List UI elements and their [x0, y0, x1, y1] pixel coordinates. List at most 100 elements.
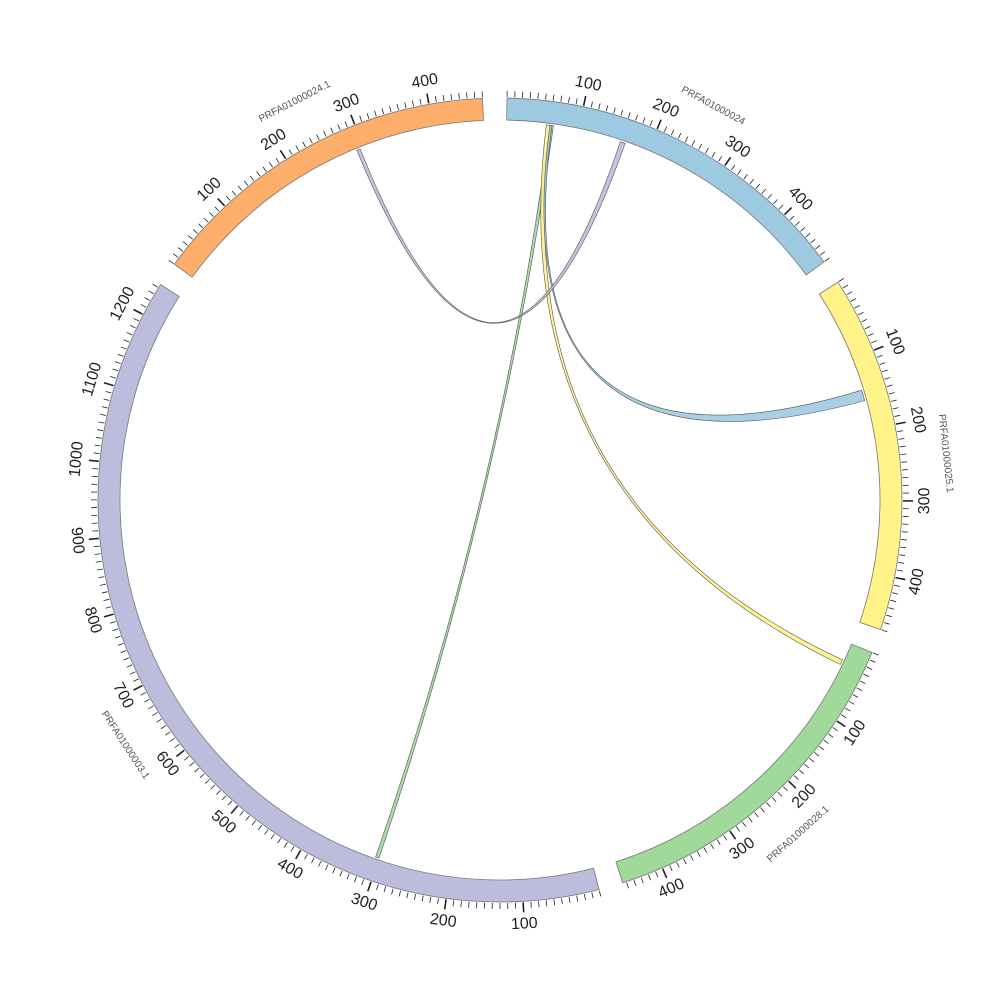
minor-tick [824, 257, 830, 262]
minor-tick [214, 206, 220, 212]
minor-tick [730, 164, 736, 171]
minor-tick [648, 874, 651, 881]
minor-tick [283, 842, 288, 848]
tick-label: 1100 [79, 360, 105, 398]
minor-tick [583, 894, 586, 901]
minor-tick [683, 858, 687, 865]
minor-tick [698, 143, 703, 150]
minor-tick [844, 707, 851, 712]
minor-tick [361, 879, 365, 886]
minor-tick [748, 817, 753, 823]
minor-tick [304, 853, 308, 860]
minor-tick [458, 93, 460, 100]
minor-tick [268, 162, 274, 168]
minor-tick [859, 680, 866, 684]
minor-tick [866, 666, 873, 670]
minor-tick [414, 893, 417, 901]
tick-label: 300 [726, 834, 758, 863]
minor-tick [406, 892, 409, 899]
minor-tick [112, 628, 119, 632]
minor-tick [754, 812, 759, 818]
minor-tick [782, 786, 788, 792]
segment-s3 [97, 284, 600, 903]
major-tick [724, 156, 732, 167]
minor-tick [275, 157, 280, 164]
minor-tick [189, 761, 195, 767]
minor-tick [723, 835, 728, 841]
minor-tick [640, 877, 644, 884]
minor-tick [552, 94, 555, 101]
minor-tick [888, 607, 895, 610]
minor-tick [899, 445, 906, 448]
tick-label: 400 [274, 855, 306, 883]
minor-tick [737, 169, 742, 175]
minor-tick [325, 864, 329, 871]
minor-tick [663, 126, 668, 133]
minor-tick [165, 731, 171, 736]
minor-tick [114, 635, 121, 639]
major-tick [295, 849, 302, 860]
minor-tick [105, 391, 112, 394]
minor-tick [872, 652, 879, 656]
links-layer [356, 124, 866, 859]
segment-label: PRFA01000028.1 [765, 804, 832, 865]
minor-tick [749, 178, 754, 185]
minor-tick [898, 562, 905, 564]
major-tick [133, 308, 143, 315]
minor-tick [251, 820, 256, 826]
minor-tick [184, 756, 190, 761]
minor-tick [856, 687, 863, 691]
major-tick [88, 537, 99, 541]
minor-tick [869, 659, 876, 663]
segment-label: PRFA01000025.1 [936, 414, 955, 494]
minor-tick [793, 775, 799, 780]
minor-tick [330, 127, 334, 134]
minor-tick [838, 278, 844, 282]
tick-label: 400 [906, 567, 928, 597]
minor-tick [560, 95, 563, 102]
segment-s241 [173, 97, 484, 278]
minor-tick [598, 103, 601, 110]
minor-tick [99, 583, 106, 586]
minor-tick [99, 413, 107, 416]
minor-tick [97, 429, 104, 432]
minor-tick [411, 100, 414, 107]
tick-label: 700 [109, 680, 136, 712]
minor-tick [703, 847, 708, 854]
major-tick [367, 881, 372, 892]
major-tick [836, 720, 846, 728]
segments-layer [97, 97, 903, 903]
tick-label: 800 [81, 605, 105, 636]
major-tick [783, 206, 793, 216]
minor-tick [901, 539, 908, 541]
major-tick [217, 197, 226, 207]
minor-tick [316, 134, 320, 140]
major-tick [279, 149, 287, 160]
minor-tick [277, 838, 282, 844]
minor-tick [95, 437, 102, 439]
minor-tick [94, 553, 101, 555]
minor-tick [216, 790, 221, 795]
minor-tick [389, 106, 392, 113]
minor-tick [804, 763, 810, 769]
minor-tick [199, 773, 205, 779]
minor-tick [773, 199, 778, 205]
minor-tick [323, 130, 327, 137]
minor-tick [896, 569, 903, 572]
minor-tick [169, 737, 176, 742]
minor-tick [854, 305, 860, 309]
minor-tick [182, 241, 188, 246]
minor-tick [627, 112, 631, 119]
tick-label: 300 [331, 91, 362, 117]
tick-label: 200 [258, 126, 290, 155]
minor-tick [848, 700, 855, 705]
minor-tick [98, 421, 105, 424]
major-tick [729, 830, 737, 840]
minor-tick [156, 718, 162, 723]
minor-tick [881, 629, 888, 633]
minor-tick [442, 94, 445, 101]
minor-tick [886, 614, 893, 618]
major-tick [230, 805, 239, 814]
minor-tick [221, 795, 227, 801]
minor-tick [799, 769, 804, 775]
